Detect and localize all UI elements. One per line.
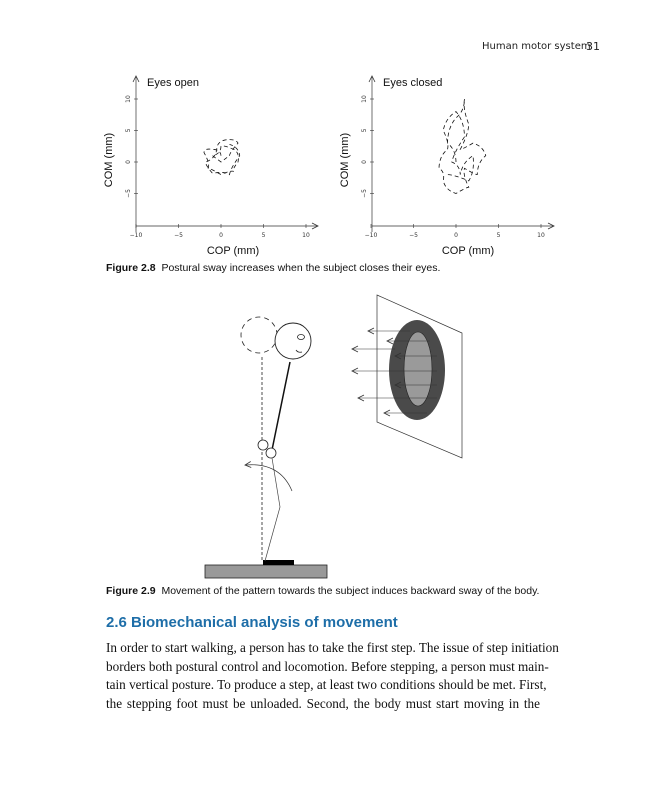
- figure-label: Figure 2.8: [106, 262, 156, 274]
- figure-label: Figure 2.9: [106, 585, 156, 597]
- x-tick-label: 0: [219, 232, 223, 239]
- foot: [263, 560, 294, 565]
- plot-eyes-closed: −10 −5 0 5 10 −5 0 5 10 Eyes closed COP (mm) COM (m…: [339, 75, 555, 257]
- y-axis-label: COM (mm): [103, 133, 115, 187]
- head-swayed: [274, 322, 312, 360]
- hip-joint-upright: [257, 439, 269, 451]
- y-tick-label: −5: [125, 189, 132, 198]
- plot-title: Eyes open: [147, 77, 199, 89]
- x-tick-label: −5: [409, 232, 418, 239]
- y-tick-label: 0: [361, 160, 368, 164]
- plot-eyes-open: −10 −5 0 5 10 −5 0 5 10 Eyes open COP (mm) COM (mm): [103, 75, 319, 257]
- ground-platform: [204, 564, 328, 579]
- body-line: tain vertical posture. To produce a step…: [106, 677, 547, 692]
- x-tick-label: 5: [497, 232, 501, 239]
- y-tick-label: 10: [361, 95, 368, 103]
- motion-arrows: [351, 327, 437, 417]
- x-tick-label: 10: [302, 232, 310, 239]
- body-text: In order to start walking, a person has …: [106, 639, 559, 713]
- running-head: Human motor system: [482, 41, 591, 52]
- figure-2-8-caption: Figure 2.8 Postural sway increases when …: [106, 262, 440, 274]
- pattern-inner: [403, 331, 433, 407]
- y-tick-label: 5: [125, 128, 132, 132]
- body-line: the stepping foot must be unloaded. Seco…: [106, 695, 540, 711]
- x-axis-label: COP (mm): [207, 245, 259, 257]
- caption-text: Postural sway increases when the subject…: [161, 262, 441, 274]
- x-tick-label: 0: [454, 232, 458, 239]
- leg: [264, 457, 281, 562]
- x-tick-label: −5: [174, 232, 183, 239]
- eye: [297, 334, 305, 340]
- y-tick-label: 0: [125, 160, 132, 164]
- y-tick-label: −5: [361, 189, 368, 198]
- section-heading: 2.6 Biomechanical analysis of movement: [106, 614, 398, 631]
- sway-arrow: [244, 461, 293, 492]
- mouth: [295, 349, 303, 353]
- figure-2-9-drawing: [204, 294, 463, 579]
- x-tick-label: −10: [130, 232, 143, 239]
- trunk: [271, 361, 291, 451]
- body-line: In order to start walking, a person has …: [106, 640, 559, 655]
- y-axis-label: COM (mm): [339, 133, 351, 187]
- plot-title: Eyes closed: [383, 77, 442, 89]
- y-tick-label: 10: [125, 95, 132, 103]
- page-number: 31: [586, 40, 600, 53]
- caption-text: Movement of the pattern towards the subj…: [161, 585, 540, 597]
- sway-trace: [438, 98, 487, 194]
- x-tick-label: 5: [262, 232, 266, 239]
- sway-trace: [203, 139, 241, 176]
- x-tick-label: 10: [537, 232, 545, 239]
- figure-2-9-caption: Figure 2.9 Movement of the pattern towar…: [106, 585, 539, 597]
- hip-joint-swayed: [265, 447, 277, 459]
- x-tick-label: −10: [365, 232, 378, 239]
- head-upright-dashed: [240, 316, 278, 354]
- x-axis-label: COP (mm): [442, 245, 494, 257]
- y-tick-label: 5: [361, 128, 368, 132]
- body-line: borders both postural control and locomo…: [106, 658, 549, 674]
